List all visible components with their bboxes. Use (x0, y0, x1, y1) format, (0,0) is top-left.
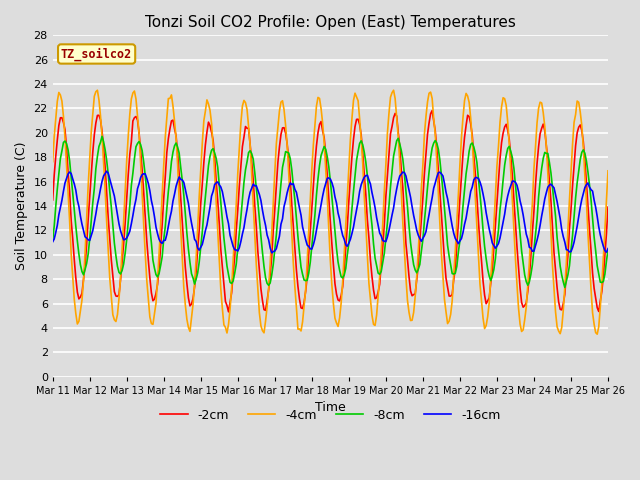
-8cm (385, 203, 393, 209)
-16cm (268, 250, 276, 256)
-2cm (428, 108, 436, 113)
-16cm (154, 231, 161, 237)
Line: -4cm: -4cm (52, 90, 608, 334)
-8cm (604, 247, 612, 253)
-16cm (540, 205, 547, 211)
Title: Tonzi Soil CO2 Profile: Open (East) Temperatures: Tonzi Soil CO2 Profile: Open (East) Temp… (145, 15, 516, 30)
-4cm (593, 331, 601, 337)
-2cm (49, 197, 56, 203)
-2cm (397, 168, 405, 173)
-2cm (225, 309, 232, 315)
-16cm (399, 169, 406, 175)
-8cm (154, 274, 161, 280)
-8cm (49, 238, 56, 243)
-8cm (98, 133, 106, 139)
-2cm (604, 204, 612, 210)
Y-axis label: Soil Temperature (C): Soil Temperature (C) (15, 142, 28, 270)
-4cm (152, 300, 160, 306)
-8cm (538, 166, 545, 171)
-2cm (152, 290, 160, 296)
-4cm (538, 100, 545, 106)
-16cm (64, 171, 72, 177)
-8cm (367, 208, 374, 214)
-16cm (103, 168, 111, 174)
-4cm (49, 159, 56, 165)
-16cm (49, 239, 56, 245)
X-axis label: Time: Time (315, 401, 346, 414)
-4cm (604, 168, 612, 174)
Line: -2cm: -2cm (52, 110, 608, 312)
Line: -16cm: -16cm (52, 171, 608, 253)
-4cm (383, 131, 391, 136)
-16cm (368, 190, 376, 195)
-4cm (397, 190, 405, 196)
Line: -8cm: -8cm (52, 136, 608, 288)
Text: TZ_soilco2: TZ_soilco2 (61, 47, 132, 60)
-2cm (64, 170, 72, 176)
-2cm (385, 152, 393, 158)
-2cm (540, 121, 547, 127)
-4cm (365, 280, 372, 286)
-8cm (397, 148, 405, 154)
Legend: -2cm, -4cm, -8cm, -16cm: -2cm, -4cm, -8cm, -16cm (156, 404, 506, 427)
-8cm (561, 285, 569, 290)
-16cm (387, 220, 394, 226)
-2cm (367, 257, 374, 263)
-4cm (64, 190, 72, 195)
-4cm (390, 87, 397, 93)
-8cm (64, 147, 72, 153)
-16cm (604, 246, 612, 252)
